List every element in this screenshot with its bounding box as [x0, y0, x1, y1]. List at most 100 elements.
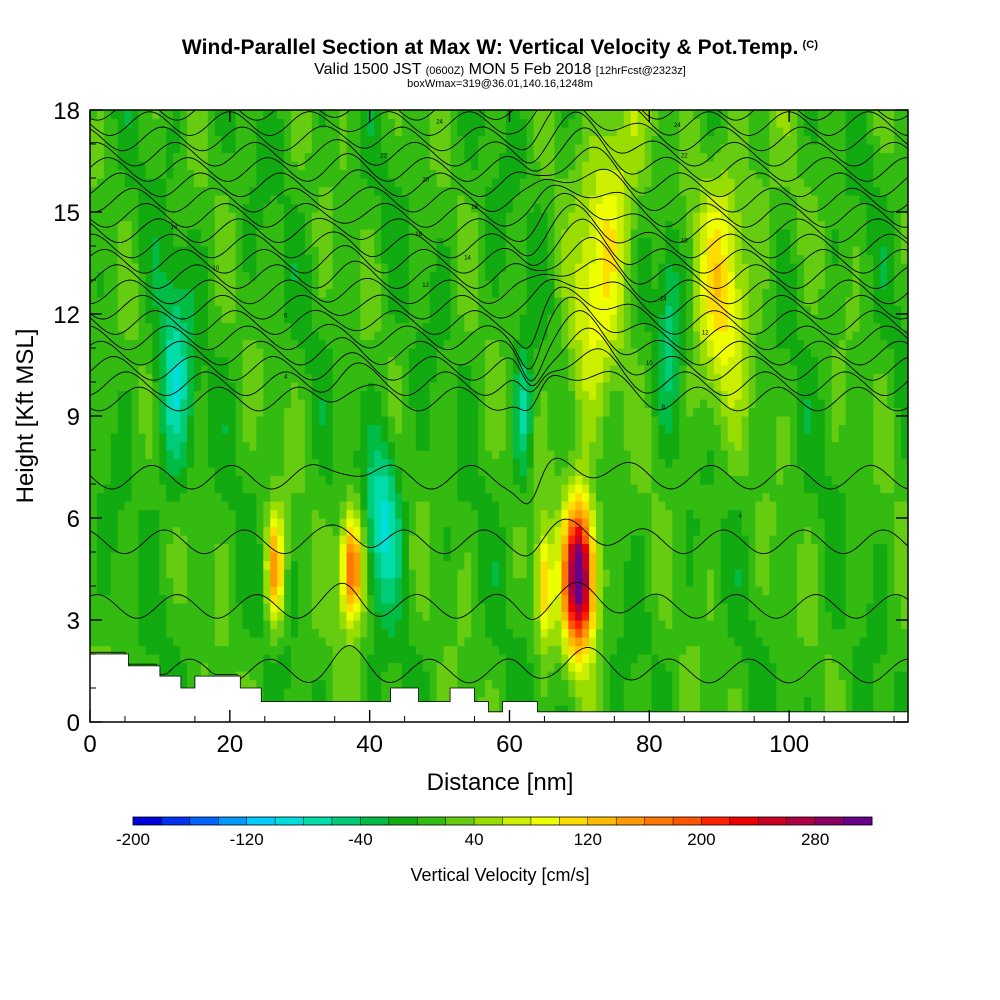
- velocity-cell: [526, 628, 535, 638]
- velocity-cell: [422, 671, 431, 681]
- velocity-cell: [325, 322, 334, 332]
- velocity-cell: [381, 654, 389, 664]
- velocity-cell: [512, 484, 521, 494]
- velocity-cell: [485, 127, 493, 137]
- velocity-cell: [284, 305, 292, 315]
- velocity-cell: [450, 662, 458, 672]
- velocity-cell: [291, 152, 299, 162]
- velocity-cell: [374, 229, 382, 239]
- velocity-cell: [124, 424, 133, 434]
- velocity-cell: [117, 594, 126, 604]
- velocity-cell: [304, 441, 313, 451]
- velocity-cell: [311, 399, 320, 409]
- velocity-cell: [277, 603, 285, 613]
- velocity-cell: [263, 356, 271, 366]
- velocity-cell: [304, 645, 313, 655]
- velocity-cell: [499, 569, 507, 579]
- velocity-cell: [381, 263, 389, 273]
- velocity-cell: [367, 144, 375, 154]
- velocity-cell: [145, 560, 153, 570]
- velocity-cell: [443, 424, 452, 434]
- velocity-cell: [173, 348, 181, 358]
- velocity-cell: [304, 560, 313, 570]
- velocity-cell: [547, 458, 556, 468]
- velocity-cell: [360, 543, 368, 553]
- velocity-cell: [270, 526, 278, 536]
- velocity-cell: [145, 424, 153, 434]
- velocity-cell: [187, 637, 195, 647]
- velocity-cell: [512, 679, 521, 689]
- velocity-cell: [332, 662, 341, 672]
- velocity-cell: [547, 441, 556, 451]
- velocity-cell: [388, 518, 396, 528]
- velocity-cell: [395, 161, 403, 171]
- velocity-cell: [166, 169, 174, 179]
- velocity-cell: [159, 212, 167, 222]
- velocity-cell: [540, 314, 549, 324]
- velocity-cell: [360, 271, 368, 281]
- velocity-cell: [367, 696, 375, 706]
- velocity-cell: [478, 696, 486, 706]
- velocity-cell: [388, 288, 396, 298]
- velocity-cell: [304, 577, 313, 587]
- velocity-cell: [374, 382, 382, 392]
- velocity-cell: [512, 628, 521, 638]
- velocity-cell: [117, 492, 126, 502]
- velocity-cell: [214, 552, 223, 562]
- velocity-cell: [159, 118, 167, 128]
- velocity-cell: [346, 356, 355, 366]
- velocity-cell: [110, 620, 119, 630]
- velocity-cell: [547, 237, 556, 247]
- velocity-cell: [214, 365, 223, 375]
- velocity-cell: [284, 220, 292, 230]
- velocity-cell: [478, 118, 486, 128]
- velocity-cell: [450, 594, 458, 604]
- velocity-cell: [159, 110, 167, 120]
- velocity-cell: [367, 594, 375, 604]
- velocity-cell: [533, 424, 542, 434]
- velocity-cell: [353, 569, 361, 579]
- velocity-cell: [512, 246, 521, 256]
- velocity-cell: [180, 322, 188, 332]
- velocity-cell: [471, 314, 479, 324]
- velocity-cell: [138, 288, 147, 298]
- velocity-cell: [381, 339, 389, 349]
- velocity-cell: [422, 688, 431, 698]
- velocity-cell: [263, 467, 271, 477]
- velocity-cell: [242, 331, 251, 341]
- velocity-cell: [311, 263, 320, 273]
- velocity-cell: [263, 475, 271, 485]
- velocity-cell: [339, 373, 348, 383]
- velocity-cell: [221, 271, 230, 281]
- velocity-cell: [270, 246, 278, 256]
- velocity-cell: [166, 314, 174, 324]
- velocity-cell: [450, 569, 458, 579]
- velocity-cell: [443, 628, 452, 638]
- velocity-cell: [242, 144, 251, 154]
- velocity-cell: [415, 382, 424, 392]
- velocity-cell: [547, 586, 556, 596]
- velocity-cell: [436, 407, 445, 417]
- velocity-cell: [388, 127, 396, 137]
- velocity-cell: [388, 611, 396, 621]
- velocity-cell: [291, 178, 299, 188]
- velocity-cell: [242, 577, 251, 587]
- velocity-cell: [187, 620, 195, 630]
- velocity-cell: [221, 458, 230, 468]
- velocity-cell: [422, 611, 431, 621]
- velocity-cell: [131, 577, 140, 587]
- velocity-cell: [388, 110, 396, 120]
- velocity-cell: [353, 161, 361, 171]
- velocity-cell: [505, 543, 514, 553]
- velocity-cell: [103, 535, 112, 545]
- velocity-cell: [173, 331, 181, 341]
- velocity-cell: [471, 501, 479, 511]
- velocity-cell: [180, 373, 188, 383]
- velocity-cell: [103, 509, 112, 519]
- velocity-cell: [360, 110, 368, 120]
- velocity-cell: [96, 186, 105, 196]
- velocity-cell: [207, 645, 216, 655]
- velocity-cell: [304, 135, 313, 145]
- velocity-cell: [478, 246, 486, 256]
